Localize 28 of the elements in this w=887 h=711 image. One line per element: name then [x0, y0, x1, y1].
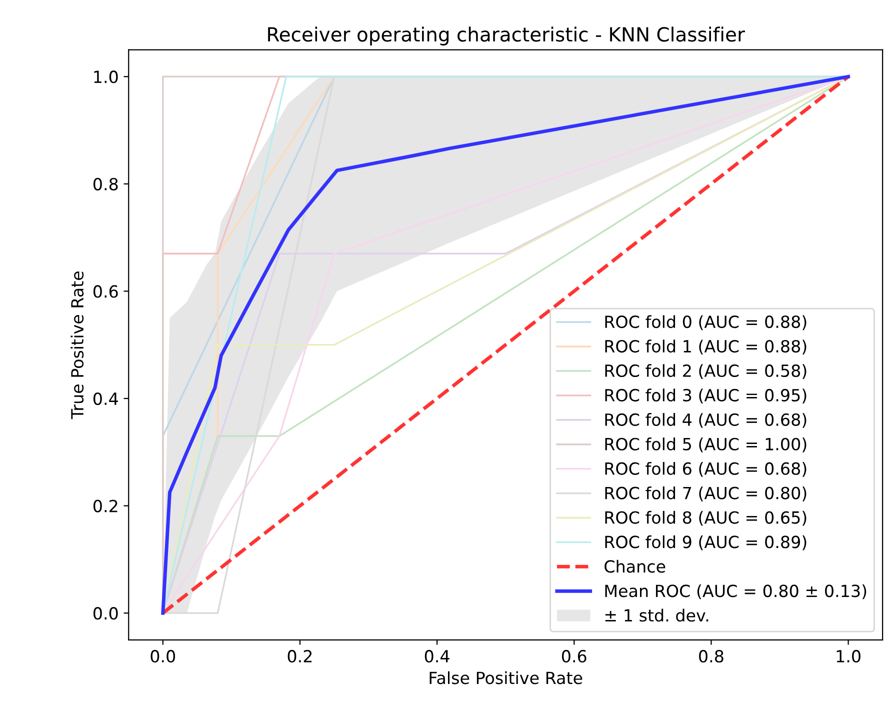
- x-tick-label: 0.2: [288, 650, 312, 663]
- legend-label: ROC fold 4 (AUC = 0.68): [605, 413, 806, 428]
- x-tick-label: 0.0: [150, 650, 176, 663]
- legend-label: ROC fold 3 (AUC = 0.95): [605, 388, 806, 404]
- legend-label: ROC fold 1 (AUC = 0.88): [605, 340, 806, 355]
- legend-label: ± 1 std. dev.: [605, 608, 708, 622]
- chart-title: Receiver operating characteristic - KNN Classifier: [268, 26, 745, 46]
- x-tick-label: 0.8: [699, 650, 724, 663]
- legend-label: ROC fold 6 (AUC = 0.68): [605, 462, 806, 477]
- legend-label: ROC fold 2 (AUC = 0.58): [605, 364, 806, 379]
- y-tick-label: 0.4: [93, 392, 118, 406]
- legend-label: ROC fold 9 (AUC = 0.89): [605, 535, 806, 550]
- legend-label: ROC fold 8 (AUC = 0.65): [605, 510, 806, 526]
- x-tick-label: 1.0: [836, 650, 860, 663]
- y-tick-label: 1.0: [94, 70, 118, 84]
- legend-label: ROC fold 5 (AUC = 1.00): [605, 438, 806, 452]
- x-tick-label: 0.6: [562, 650, 586, 663]
- y-tick-label: 0.2: [93, 500, 118, 512]
- legend-label: Chance: [604, 560, 666, 573]
- x-axis-title: False Positive Rate: [430, 671, 582, 684]
- x-tick-label: 0.4: [424, 650, 450, 663]
- y-tick-label: 0.0: [93, 607, 118, 620]
- y-tick-label: 0.6: [93, 285, 118, 298]
- legend-label: ROC fold 0 (AUC = 0.88): [605, 315, 806, 330]
- legend-label: Mean ROC (AUC = 0.80 ± 0.13): [605, 584, 866, 600]
- y-axis-title: True Positive Rate: [70, 272, 84, 420]
- y-tick-label: 0.8: [93, 178, 118, 190]
- legend-label: ROC fold 7 (AUC = 0.80): [605, 486, 806, 502]
